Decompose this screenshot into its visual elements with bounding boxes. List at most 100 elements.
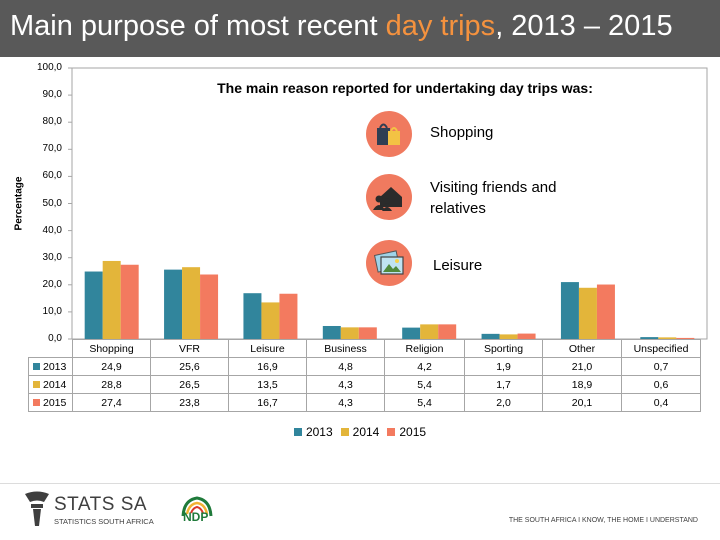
- ndp-logo: NDP: [180, 494, 214, 530]
- bar-2015-sporting: [517, 333, 536, 339]
- y-tick-label: 20,0: [42, 278, 62, 290]
- ndp-emblem-icon: [181, 496, 213, 517]
- bar-2015-business: [358, 327, 377, 339]
- data-value-cell: 4,3: [306, 375, 385, 394]
- category-label: Leisure: [228, 339, 307, 358]
- title-text-end: , 2013 – 2015: [495, 10, 673, 42]
- legend-swatch: [387, 428, 396, 436]
- legend-swatch: [293, 428, 302, 436]
- category-label: Business: [306, 339, 385, 358]
- data-value-cell: 4,2: [384, 357, 465, 376]
- series-row-label: 2015: [28, 393, 73, 412]
- data-value-cell: 24,9: [72, 357, 151, 376]
- data-value-cell: 2,0: [464, 393, 543, 412]
- y-tick-label: 80,0: [42, 116, 62, 128]
- data-value-cell: 13,5: [228, 375, 307, 394]
- bar-2015-unspecified: [676, 337, 695, 339]
- shopping-bags-icon: [366, 111, 412, 157]
- bar-2014-business: [340, 327, 359, 339]
- reason-vfr-label: Visiting friends and relatives: [430, 177, 556, 219]
- series-swatch: [33, 362, 40, 370]
- data-value-cell: 0,7: [621, 357, 701, 376]
- category-label: Religion: [384, 339, 465, 358]
- legend-label: 2014: [352, 425, 380, 439]
- bar-2013-business: [322, 325, 341, 339]
- table-row: 2014 28,8 26,5 13,5 4,3 5,4 1,7 18,9 0,6: [28, 375, 701, 394]
- bar-2014-vfr: [182, 267, 201, 339]
- footer-divider: [0, 483, 720, 484]
- title-bar: Main purpose of most recent day trips, 2…: [0, 0, 720, 57]
- data-value-cell: 1,9: [464, 357, 543, 376]
- data-value-cell: 25,6: [150, 357, 229, 376]
- y-tick-label: 30,0: [42, 251, 62, 263]
- legend-label: 2013: [305, 425, 333, 439]
- bar-2013-sporting: [481, 333, 500, 339]
- series-row-label: 2014: [28, 375, 73, 394]
- data-value-cell: 18,9: [542, 375, 622, 394]
- bar-2014-unspecified: [658, 337, 677, 339]
- reason-vfr-line2: relatives: [430, 200, 486, 217]
- table-corner: [28, 339, 73, 358]
- bar-2014-other: [578, 287, 597, 339]
- legend-item: 2015: [387, 425, 426, 439]
- legend-item: 2013: [293, 425, 333, 439]
- y-tick-label: 50,0: [42, 197, 62, 209]
- bar-2013-other: [560, 282, 579, 339]
- bar-2014-sporting: [499, 334, 518, 339]
- stats-sa-subtitle: STATISTICS SOUTH AFRICA: [54, 517, 154, 526]
- data-value-cell: 4,8: [306, 357, 385, 376]
- y-tick-label: 90,0: [42, 89, 62, 101]
- data-value-cell: 21,0: [542, 357, 622, 376]
- category-label: Unspecified: [621, 339, 701, 358]
- data-value-cell: 23,8: [150, 393, 229, 412]
- slide-title: Main purpose of most recent day trips, 2…: [10, 10, 673, 43]
- bar-2015-other: [596, 284, 615, 339]
- y-tick-label: 10,0: [42, 305, 62, 317]
- stats-sa-logo: STATS SA STATISTICS SOUTH AFRICA: [22, 490, 154, 530]
- legend-item: 2014: [340, 425, 380, 439]
- y-tick-label: 40,0: [42, 224, 62, 236]
- data-value-cell: 4,3: [306, 393, 385, 412]
- reason-shopping-label: Shopping: [430, 124, 494, 141]
- table-row: 2013 24,9 25,6 16,9 4,8 4,2 1,9 21,0 0,7: [28, 357, 701, 376]
- bar-2013-vfr: [164, 269, 183, 339]
- title-highlight: day trips: [385, 10, 496, 42]
- data-value-cell: 1,7: [464, 375, 543, 394]
- data-value-cell: 20,1: [542, 393, 622, 412]
- footer-slogan: THE SOUTH AFRICA I KNOW, THE HOME I UNDE…: [508, 517, 698, 524]
- data-value-cell: 16,9: [228, 357, 307, 376]
- ndp-label: NDP: [183, 510, 209, 524]
- bar-chart: [68, 67, 708, 340]
- stats-sa-name: STATS SA: [54, 494, 148, 515]
- bar-2014-shopping: [102, 260, 121, 339]
- category-label: Other: [542, 339, 622, 358]
- series-swatch: [33, 398, 40, 406]
- y-tick-label: 60,0: [42, 170, 62, 182]
- bar-2015-vfr: [200, 274, 219, 339]
- y-tick-label: 70,0: [42, 143, 62, 155]
- data-value-cell: 0,4: [621, 393, 701, 412]
- bar-2015-leisure: [279, 293, 298, 339]
- category-label: VFR: [150, 339, 229, 358]
- series-row-label: 2013: [28, 357, 73, 376]
- bar-2015-religion: [438, 324, 457, 339]
- annotation-heading: The main reason reported for undertaking…: [217, 80, 593, 96]
- y-tick-label: 0,0: [48, 333, 62, 344]
- friends-house-icon: [366, 174, 412, 220]
- title-text-part: Main purpose of most recent: [10, 10, 386, 42]
- reason-vfr-line1: Visiting friends and: [430, 179, 557, 196]
- data-value-cell: 0,6: [621, 375, 701, 394]
- data-value-cell: 28,8: [72, 375, 151, 394]
- data-value-cell: 27,4: [72, 393, 151, 412]
- data-table: Shopping VFR Leisure Business Religion Sporti…: [28, 339, 701, 412]
- table-row: 2015 27,4 23,8 16,7 4,3 5,4 2,0 20,1 0,4: [28, 393, 701, 412]
- stats-sa-emblem-icon: [25, 491, 49, 526]
- y-tick-label: 100,0: [36, 62, 62, 73]
- chart-legend: 2013 2014 2015: [0, 425, 720, 439]
- bar-2014-religion: [420, 324, 439, 339]
- category-label: Shopping: [72, 339, 151, 358]
- bar-2015-shopping: [120, 264, 139, 339]
- bar-2014-leisure: [261, 302, 280, 339]
- data-value-cell: 5,4: [384, 375, 465, 394]
- category-label: Sporting: [464, 339, 543, 358]
